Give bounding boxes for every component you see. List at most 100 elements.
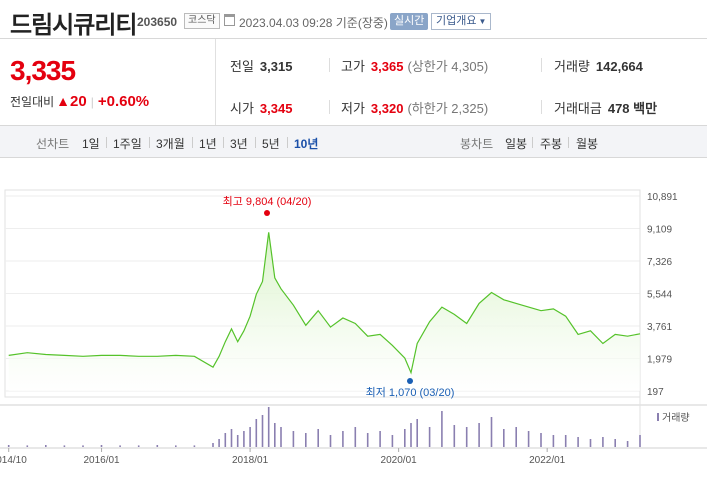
tab-1w[interactable]: 1주일 xyxy=(113,137,142,151)
company-overview-label: 기업개요 xyxy=(436,15,477,27)
volume-bar xyxy=(175,445,177,447)
volume-bar xyxy=(317,429,319,447)
divider xyxy=(329,58,330,72)
volume-bar xyxy=(410,423,412,447)
divider xyxy=(329,100,330,114)
prev-close-value: 3,315 xyxy=(259,59,293,74)
volume-bar xyxy=(280,427,282,447)
volume-bar xyxy=(119,445,121,447)
volume-bar xyxy=(639,435,641,447)
x-tick-label: 2018/01 xyxy=(232,455,269,466)
low-label: 저가 xyxy=(341,101,365,116)
volume-bar xyxy=(255,419,258,447)
current-price: 3,335 xyxy=(10,55,76,86)
volume-bar xyxy=(503,429,505,447)
tab-1d[interactable]: 1일 xyxy=(82,137,100,151)
lower-limit: (하한가 2,325) xyxy=(407,101,489,116)
change-line: 전일대비 ▲20 | +0.60% xyxy=(10,93,149,110)
amount-label: 거래대금 xyxy=(554,101,602,116)
candle-chart-label: 봉차트 xyxy=(460,137,494,151)
volume-bar xyxy=(626,441,629,447)
y-tick-label: 7,326 xyxy=(647,257,672,268)
volume-bar xyxy=(354,427,357,447)
volume-bar xyxy=(218,439,220,447)
realtime-button[interactable]: 실시간 xyxy=(390,13,429,30)
x-tick-label: 2014/10 xyxy=(0,455,27,466)
volume-bar xyxy=(490,417,493,447)
tab-3m[interactable]: 3개월 xyxy=(156,137,185,151)
divider xyxy=(532,137,533,148)
volume-value: 142,664 xyxy=(595,59,643,74)
volume-bar xyxy=(366,433,369,447)
volume-bar xyxy=(274,423,276,447)
divider xyxy=(223,137,224,148)
volume-bar xyxy=(602,437,604,447)
volume-bar xyxy=(45,445,47,447)
volume-bar xyxy=(82,445,84,447)
market-badge: 코스닥 xyxy=(184,13,220,29)
y-tick-label: 5,544 xyxy=(647,290,672,301)
tab-10y[interactable]: 10년 xyxy=(294,137,319,151)
amount-stat: 거래대금 478 백만 xyxy=(554,98,657,117)
price-box: 3,335 전일대비 ▲20 | +0.60% xyxy=(0,39,215,125)
volume-bar xyxy=(416,419,418,447)
volume-bar xyxy=(212,443,214,447)
volume-bar xyxy=(26,445,29,447)
tab-1y[interactable]: 1년 xyxy=(199,137,217,151)
company-overview-button[interactable]: 기업개요 ▼ xyxy=(431,13,492,30)
high-label: 고가 xyxy=(341,59,365,74)
price-line xyxy=(8,232,641,375)
low-value: 3,320 xyxy=(370,101,404,116)
volume-bar xyxy=(614,439,616,447)
volume-legend-swatch xyxy=(657,413,659,421)
volume-bar xyxy=(292,431,295,447)
x-tick-label: 2016/01 xyxy=(83,455,120,466)
volume-bar xyxy=(7,445,10,447)
volume-bar xyxy=(224,433,227,447)
volume-bar xyxy=(453,425,456,447)
volume-bar xyxy=(63,445,66,447)
high-annotation: 최고 9,804 (04/20) xyxy=(223,195,312,208)
x-tick-label: 2020/01 xyxy=(381,455,418,466)
low-stat: 저가 3,320 (하한가 2,325) xyxy=(341,98,488,117)
tab-5y[interactable]: 5년 xyxy=(262,137,280,151)
volume-label: 거래량 xyxy=(554,59,590,74)
volume-bar xyxy=(577,437,579,447)
price-chart: 10,891 9,109 7,326 5,544 3,761 1,979 197 2014/… xyxy=(0,158,707,492)
change-percent: +0.60% xyxy=(97,93,150,110)
volume-bar xyxy=(478,423,480,447)
volume-bar xyxy=(249,427,251,447)
tab-monthly[interactable]: 월봉 xyxy=(576,137,599,151)
volume-legend-label: 거래량 xyxy=(662,412,690,424)
stock-header: 드림시큐리티 203650 코스닥 2023.04.03 09:28 기준(장중… xyxy=(0,0,707,39)
volume-bar xyxy=(267,407,270,447)
y-tick-label: 9,109 xyxy=(647,224,672,235)
prev-close-label: 전일 xyxy=(230,59,254,74)
volume-bar xyxy=(230,429,233,447)
tab-weekly[interactable]: 주봉 xyxy=(540,137,563,151)
chart-tabs: 선차트 1일 1주일 3개월 1년 3년 5년 10년 봉차트 일봉 주봉 월봉 xyxy=(0,126,707,158)
prev-close-stat: 전일 3,315 xyxy=(230,56,292,75)
stock-code: 203650 xyxy=(137,15,178,29)
volume-stat: 거래량 142,664 xyxy=(554,56,643,75)
quote-datetime: 2023.04.03 09:28 기준(장중) xyxy=(239,16,388,30)
open-stat: 시가 3,345 xyxy=(230,98,292,117)
volume-bar xyxy=(441,411,443,447)
volume-bar xyxy=(329,435,332,447)
chevron-down-icon: ▼ xyxy=(478,17,487,26)
divider xyxy=(255,137,256,148)
y-tick-label: 197 xyxy=(647,387,664,398)
tab-daily[interactable]: 일봉 xyxy=(505,137,528,151)
tab-3y[interactable]: 3년 xyxy=(230,137,248,151)
calendar-icon xyxy=(224,14,235,26)
volume-bar xyxy=(465,427,468,447)
volume-bar xyxy=(391,435,394,447)
divider: | xyxy=(90,95,94,109)
open-value: 3,345 xyxy=(259,101,293,116)
divider xyxy=(541,100,542,114)
high-marker xyxy=(264,210,270,216)
high-value: 3,365 xyxy=(370,59,404,74)
volume-bar xyxy=(589,439,592,447)
volume-bar xyxy=(137,445,140,447)
divider xyxy=(106,137,107,148)
